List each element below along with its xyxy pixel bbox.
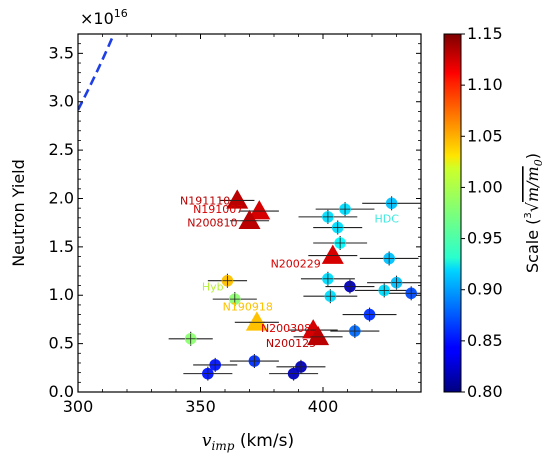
data-point-triangle [307, 325, 330, 346]
data-point-triangle [321, 244, 344, 264]
colorbar-tick-label: 0.95 [467, 229, 503, 248]
y-ticks: 0.0 0.5 1.0 1.5 2.0 2.5 3.0 3.5 [49, 43, 421, 401]
point-label-N200229: N200229 [271, 258, 321, 271]
yield-curves [78, 0, 421, 111]
annotation-label: Hyb [202, 280, 224, 293]
y-tick-label: 0.5 [49, 334, 74, 353]
colorbar [443, 33, 462, 393]
colorbar-tick-label: 0.80 [467, 382, 503, 401]
y-tick-label: 3.0 [49, 92, 74, 111]
x-tick-label: 300 [63, 397, 94, 416]
colorbar-tick-label: 1.05 [467, 126, 503, 145]
x-ticks: 300 350 400 [63, 34, 397, 416]
colorbar-tick-label: 1.00 [467, 177, 503, 196]
colorbar-tick-label: 1.15 [467, 24, 503, 43]
y-tick-label: 3.5 [49, 43, 74, 62]
yield-curve-3 [78, 0, 421, 16]
point-label-N191110: N191110 [180, 194, 230, 207]
point-label-N190918: N190918 [223, 300, 273, 313]
data-point-triangle [238, 209, 261, 229]
x-tick-label: 350 [185, 397, 216, 416]
colorbar-tick-label: 0.90 [467, 280, 503, 299]
y-tick-label: 2.0 [49, 188, 74, 207]
annotation-label: HDC [374, 213, 399, 226]
x-tick-label: 400 [308, 397, 339, 416]
colorbar-ticks: 0.80 0.85 0.90 0.95 1.00 1.05 1.10 1.15 [461, 24, 503, 401]
colorbar-tick-label: 0.85 [467, 331, 503, 350]
data-markers [184, 189, 418, 380]
yield-curve-4 [78, 34, 116, 111]
point-label-N200810: N200810 [187, 217, 237, 230]
y-tick-label: 1.5 [49, 237, 74, 256]
y-tick-label: 2.5 [49, 140, 74, 159]
y-multiplier: ×1016 [80, 7, 128, 28]
y-tick-label: 1.0 [49, 285, 74, 304]
y-axis-label: Neutron Yield [9, 159, 28, 267]
point-label-N200308: N200308 [261, 322, 311, 335]
colorbar-label: Scale (3√m/m0) [523, 153, 545, 273]
y-tick-label: 0.0 [49, 382, 74, 401]
data-point-triangle [248, 200, 271, 220]
x-axis-label: vimp (km/s) [202, 431, 294, 453]
data-point-triangle [226, 189, 249, 209]
colorbar-tick-label: 1.10 [467, 75, 503, 94]
data-point-triangle [245, 311, 268, 331]
point-label-N200125: N200125 [266, 337, 316, 350]
point-label-N191007: N191007 [193, 203, 243, 216]
